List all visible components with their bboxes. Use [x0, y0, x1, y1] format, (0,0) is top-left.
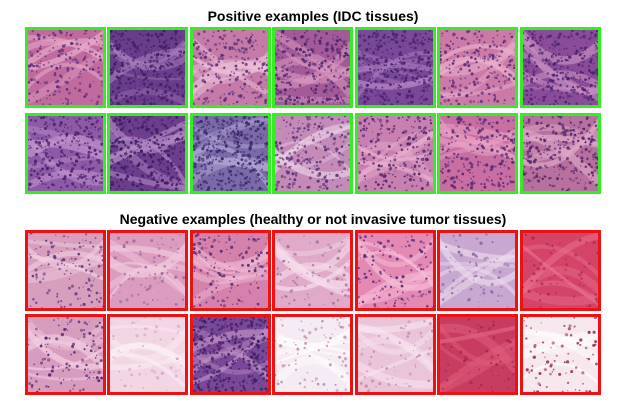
positive-tissue-image: [107, 27, 188, 108]
negative-tissue-image: [437, 230, 518, 311]
positive-tissue-image: [25, 27, 106, 108]
positive-tissue-image: [355, 27, 436, 108]
positive-tissue-image: [520, 27, 601, 108]
positive-tissue-image: [520, 113, 601, 194]
negative-tissue-image: [520, 230, 601, 311]
negative-tissue-image: [272, 230, 353, 311]
negative-tissue-image: [25, 314, 106, 395]
positive-tissue-image: [107, 113, 188, 194]
negative-tissue-image: [520, 314, 601, 395]
section-title-positive: Positive examples (IDC tissues): [207, 8, 419, 24]
section-title-negative: Negative examples (healthy or not invasi…: [119, 211, 507, 227]
negative-tissue-image: [25, 230, 106, 311]
negative-tissue-image: [107, 230, 188, 311]
negative-tissue-image: [190, 230, 271, 311]
positive-tissue-image: [437, 113, 518, 194]
positive-tissue-image: [437, 27, 518, 108]
negative-tissue-image: [272, 314, 353, 395]
positive-tissue-image: [25, 113, 106, 194]
negative-tissue-image: [355, 230, 436, 311]
positive-tissue-image: [355, 113, 436, 194]
negative-tissue-image: [355, 314, 436, 395]
positive-tissue-image: [272, 27, 353, 108]
negative-tissue-image: [190, 314, 271, 395]
positive-tissue-image: [190, 113, 271, 194]
negative-tissue-image: [437, 314, 518, 395]
negative-tissue-image: [107, 314, 188, 395]
positive-tissue-image: [272, 113, 353, 194]
positive-tissue-image: [190, 27, 271, 108]
